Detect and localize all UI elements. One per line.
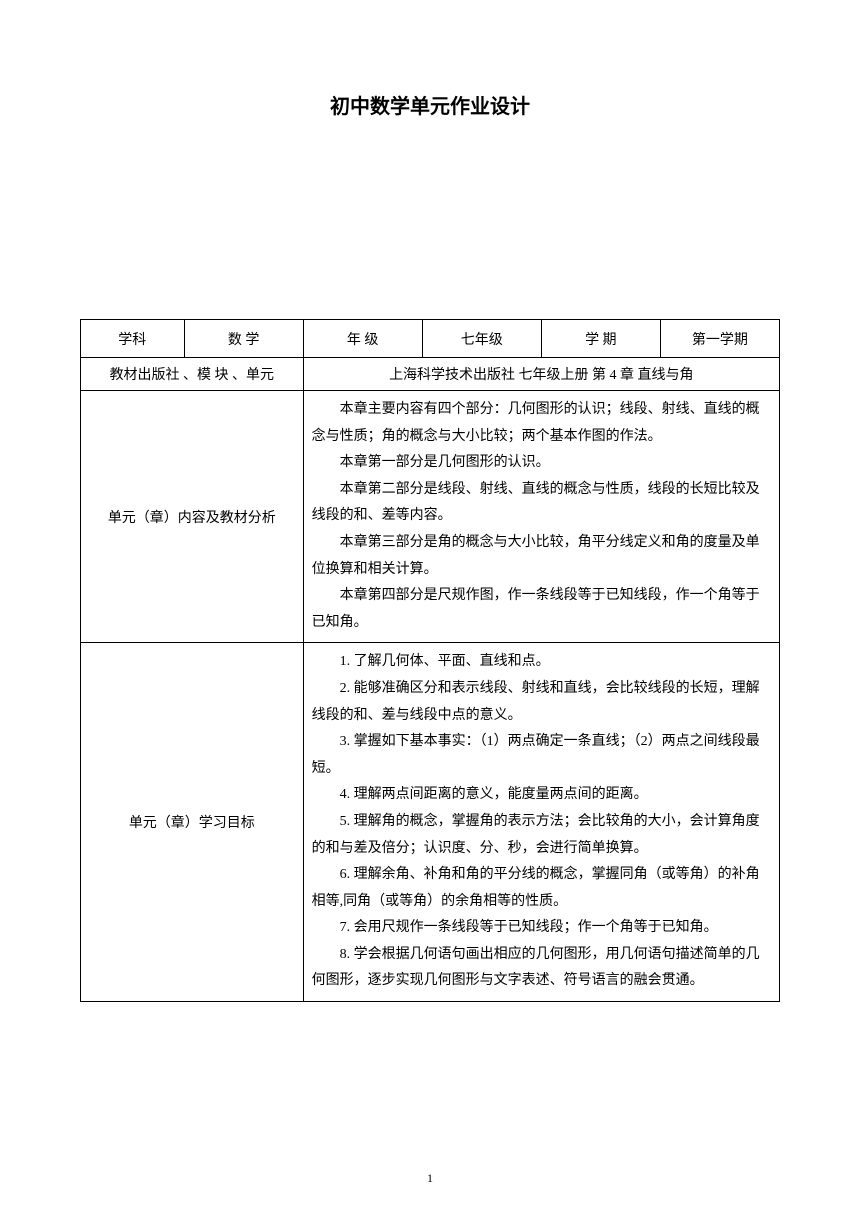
page-number: 1 bbox=[0, 1171, 860, 1186]
goal-p7: 7. 会用尺规作一条线段等于已知线段；作一个角等于已知角。 bbox=[312, 915, 771, 942]
content-analysis-label: 单元（章）内容及教材分析 bbox=[81, 391, 304, 643]
content-analysis-row: 单元（章）内容及教材分析 本章主要内容有四个部分：几何图形的认识；线段、射线、直… bbox=[81, 391, 780, 643]
document-title: 初中数学单元作业设计 bbox=[80, 90, 780, 119]
analysis-p4: 本章第三部分是角的概念与大小比较，角平分线定义和角的度量及单位换算和相关计算。 bbox=[312, 530, 771, 583]
publisher-row: 教材出版社 、模 块 、单元 上海科学技术出版社 七年级上册 第 4 章 直线与… bbox=[81, 358, 780, 391]
goal-p1: 1. 了解几何体、平面、直线和点。 bbox=[312, 649, 771, 676]
semester-label: 学 期 bbox=[541, 320, 660, 358]
analysis-p3: 本章第二部分是线段、射线、直线的概念与性质，线段的长短比较及线段的和、差等内容。 bbox=[312, 477, 771, 530]
learning-goals-label: 单元（章）学习目标 bbox=[81, 643, 304, 1002]
grade-value: 七年级 bbox=[422, 320, 541, 358]
semester-value: 第一学期 bbox=[660, 320, 779, 358]
publisher-label: 教材出版社 、模 块 、单元 bbox=[81, 358, 304, 391]
learning-goals-row: 单元（章）学习目标 1. 了解几何体、平面、直线和点。 2. 能够准确区分和表示… bbox=[81, 643, 780, 1002]
goal-p4: 4. 理解两点间距离的意义，能度量两点间的距离。 bbox=[312, 782, 771, 809]
goal-p3: 3. 掌握如下基本事实：（1）两点确定一条直线；（2）两点之间线段最短。 bbox=[312, 729, 771, 782]
goal-p6: 6. 理解余角、补角和角的平分线的概念，掌握同角（或等角）的补角相等,同角（或等… bbox=[312, 862, 771, 915]
subject-label: 学科 bbox=[81, 320, 185, 358]
publisher-value: 上海科学技术出版社 七年级上册 第 4 章 直线与角 bbox=[303, 358, 779, 391]
grade-label: 年 级 bbox=[303, 320, 422, 358]
goal-p8: 8. 学会根据几何语句画出相应的几何图形，用几何语句描述简单的几何图形，逐步实现… bbox=[312, 942, 771, 995]
header-row: 学科 数 学 年 级 七年级 学 期 第一学期 bbox=[81, 320, 780, 358]
analysis-p1: 本章主要内容有四个部分：几何图形的认识；线段、射线、直线的概念与性质；角的概念与… bbox=[312, 397, 771, 450]
content-analysis-body: 本章主要内容有四个部分：几何图形的认识；线段、射线、直线的概念与性质；角的概念与… bbox=[303, 391, 779, 643]
goal-p5: 5. 理解角的概念，掌握角的表示方法；会比较角的大小，会计算角度的和与差及倍分；… bbox=[312, 809, 771, 862]
analysis-p5: 本章第四部分是尺规作图，作一条线段等于已知线段，作一个角等于已知角。 bbox=[312, 583, 771, 636]
analysis-p2: 本章第一部分是几何图形的认识。 bbox=[312, 450, 771, 477]
subject-value: 数 学 bbox=[184, 320, 303, 358]
learning-goals-body: 1. 了解几何体、平面、直线和点。 2. 能够准确区分和表示线段、射线和直线，会… bbox=[303, 643, 779, 1002]
goal-p2: 2. 能够准确区分和表示线段、射线和直线，会比较线段的长短，理解线段的和、差与线… bbox=[312, 676, 771, 729]
main-table: 学科 数 学 年 级 七年级 学 期 第一学期 教材出版社 、模 块 、单元 上… bbox=[80, 319, 780, 1002]
